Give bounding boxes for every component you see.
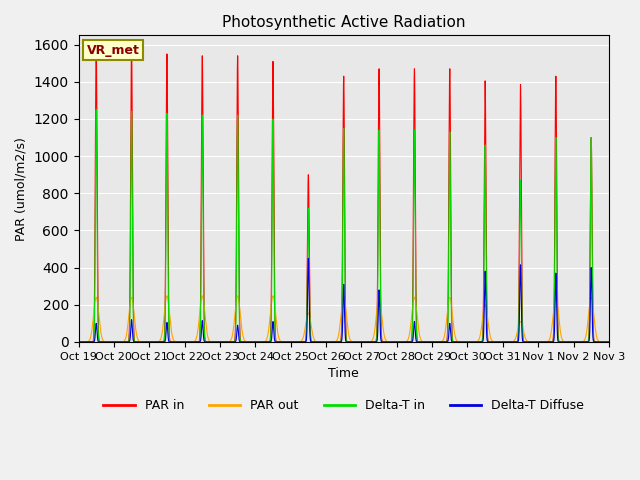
PAR out	[102, 339, 110, 345]
Delta-T Diffuse	[501, 339, 509, 345]
PAR in	[287, 339, 294, 345]
Delta-T Diffuse	[216, 339, 224, 345]
PAR out	[605, 339, 612, 345]
Line: PAR out: PAR out	[79, 296, 609, 342]
PAR out	[501, 339, 509, 345]
PAR out	[499, 339, 507, 345]
PAR out	[75, 339, 83, 345]
Line: Delta-T Diffuse: Delta-T Diffuse	[79, 258, 609, 342]
PAR out	[474, 338, 481, 344]
Delta-T Diffuse	[102, 339, 110, 345]
Delta-T in	[508, 339, 516, 345]
Text: VR_met: VR_met	[86, 44, 140, 57]
Title: Photosynthetic Active Radiation: Photosynthetic Active Radiation	[222, 15, 465, 30]
Delta-T Diffuse	[488, 339, 495, 345]
PAR in	[75, 339, 83, 345]
Delta-T Diffuse	[75, 339, 83, 345]
Delta-T in	[75, 339, 83, 345]
PAR out	[163, 293, 171, 299]
Legend: PAR in, PAR out, Delta-T in, Delta-T Diffuse: PAR in, PAR out, Delta-T in, Delta-T Dif…	[99, 394, 589, 417]
X-axis label: Time: Time	[328, 367, 359, 380]
Delta-T in	[488, 339, 495, 345]
Y-axis label: PAR (umol/m2/s): PAR (umol/m2/s)	[15, 137, 28, 240]
PAR in	[508, 339, 516, 345]
PAR in	[413, 336, 421, 342]
PAR out	[413, 312, 421, 318]
Line: PAR in: PAR in	[79, 47, 609, 342]
Delta-T in	[413, 338, 421, 344]
PAR in	[501, 339, 509, 345]
PAR in	[102, 339, 110, 345]
Delta-T in	[102, 339, 110, 345]
Delta-T Diffuse	[508, 339, 516, 345]
PAR out	[488, 337, 495, 343]
Delta-T Diffuse	[605, 339, 612, 345]
Delta-T Diffuse	[413, 339, 421, 345]
Delta-T in	[605, 339, 612, 345]
Delta-T in	[501, 339, 509, 345]
Delta-T in	[474, 339, 481, 345]
Delta-T Diffuse	[474, 339, 481, 345]
PAR in	[474, 339, 481, 345]
Line: Delta-T in: Delta-T in	[79, 109, 609, 342]
PAR in	[605, 339, 612, 345]
Delta-T Diffuse	[305, 255, 312, 261]
Delta-T in	[287, 339, 294, 345]
PAR in	[92, 44, 100, 49]
PAR out	[508, 339, 516, 345]
Delta-T in	[92, 107, 100, 112]
PAR in	[488, 339, 495, 345]
